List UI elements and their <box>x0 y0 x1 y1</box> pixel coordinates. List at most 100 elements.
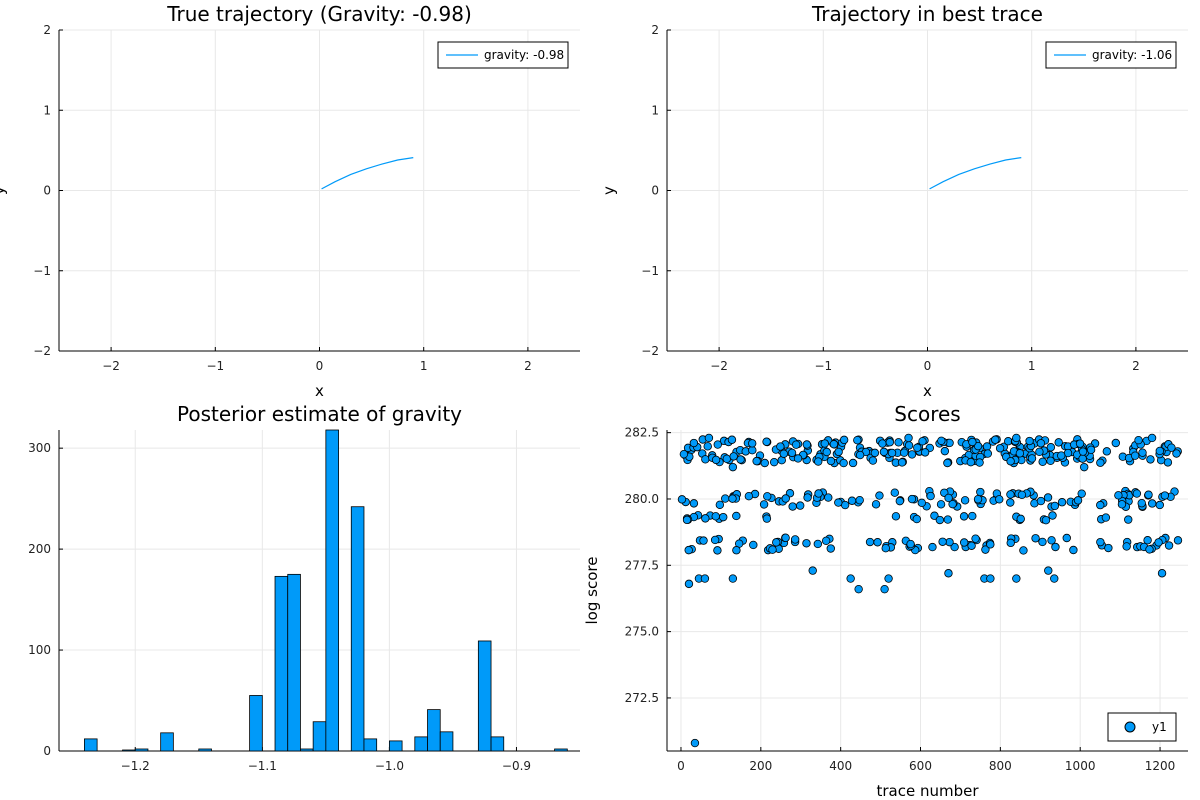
scatter-point <box>959 538 969 547</box>
scatter-point <box>677 495 687 504</box>
scatter-point <box>808 566 817 575</box>
scatter-point <box>1006 490 1015 499</box>
scatter-point <box>826 456 836 466</box>
scatter-point <box>1137 498 1146 508</box>
scatter-point <box>887 448 897 458</box>
x-tick-label: 800 <box>989 759 1012 773</box>
scatter-point <box>1012 433 1021 443</box>
scatter-point <box>906 539 915 549</box>
scatter-point <box>1172 449 1181 458</box>
scatter-point <box>1138 448 1147 457</box>
scatter-point <box>1027 454 1037 463</box>
scatter-point <box>795 501 805 510</box>
x-tick-label: 1200 <box>1145 759 1176 773</box>
scatter-point <box>995 444 1005 453</box>
y-tick-label: −2 <box>641 344 659 358</box>
scatter-point <box>1036 496 1046 506</box>
scatter-point <box>1038 537 1047 547</box>
scatter-point <box>1122 542 1131 551</box>
scatter-point <box>968 437 977 447</box>
scatter-point <box>1015 449 1025 458</box>
scatter-point <box>920 448 930 457</box>
legend: gravity: -0.98 <box>437 41 569 69</box>
x-tick-label: −2 <box>710 359 728 373</box>
scatter-point <box>1117 500 1127 509</box>
histogram-bar <box>427 709 441 752</box>
scatter-point <box>968 511 977 521</box>
y-tick-label: 277.5 <box>625 558 659 572</box>
legend: gravity: -1.06 <box>1045 41 1177 69</box>
scatter-point <box>975 458 984 467</box>
x-tick-label: 2 <box>1132 359 1140 373</box>
scatter-point <box>973 494 983 504</box>
scatter-point <box>1041 515 1051 525</box>
scatter-point <box>762 437 771 446</box>
x-tick-label: 600 <box>909 759 932 773</box>
scatter-point <box>759 500 769 509</box>
scatter-point <box>1050 574 1059 583</box>
scatter-point <box>1073 496 1083 505</box>
scatter-point <box>971 534 980 543</box>
y-tick-label: 280.0 <box>625 492 659 506</box>
scatter-point <box>1075 439 1085 448</box>
scatter-point <box>1046 443 1056 452</box>
histogram-bar <box>350 506 365 752</box>
x-tick-label: 1 <box>420 359 428 373</box>
scatter-point <box>1006 457 1015 466</box>
legend: y1 <box>1107 712 1177 742</box>
scatter-point <box>1044 566 1053 575</box>
panel-2: Trajectory in best trace −2 −1 0 1 2 −2 −1 0 1 2 x y… <box>600 2 1188 400</box>
scatter-point <box>1069 545 1078 555</box>
scatter-point <box>822 447 831 457</box>
scatter-point <box>991 435 1000 444</box>
scatter-point <box>1114 491 1123 500</box>
legend-label: gravity: -1.06 <box>1092 48 1172 62</box>
scatter-point <box>943 458 952 468</box>
y-tick-label: −2 <box>33 344 51 358</box>
scatter-point <box>891 512 901 521</box>
y-tick-label: 100 <box>28 643 51 657</box>
scatter-point <box>1104 543 1113 553</box>
scatter-point <box>729 452 738 461</box>
scatter-point <box>1173 536 1183 545</box>
scatter-point <box>802 440 812 449</box>
scatter-point <box>682 515 692 525</box>
scatter-point <box>1111 438 1120 448</box>
panel-3: Posterior estimate of gravity −1.2 −1.1 −1.… <box>28 402 580 773</box>
histogram-bar <box>198 748 212 752</box>
scatter-point <box>732 511 741 521</box>
scatter-point <box>855 450 865 460</box>
x-tick-label: 200 <box>749 759 772 773</box>
x-tick-label: 2 <box>524 359 532 373</box>
scatter-point <box>926 491 935 501</box>
y-axis-label: y <box>0 186 8 195</box>
histogram-bar <box>439 731 454 752</box>
scatter-point <box>772 538 781 547</box>
y-tick-label: 0 <box>651 184 659 198</box>
scatter-point <box>948 499 957 509</box>
legend-swatch <box>1124 721 1136 733</box>
scatter-point <box>936 500 946 509</box>
scatter-point <box>1134 435 1143 445</box>
scatter-point <box>1077 489 1086 498</box>
scatter-point <box>1147 499 1157 508</box>
scatter-point <box>834 498 843 507</box>
histogram-bar <box>287 573 301 752</box>
scatter-point <box>1124 515 1133 524</box>
scatter-point <box>912 514 921 524</box>
scatter-point <box>875 491 884 500</box>
scatter-point <box>966 457 976 467</box>
scatter-point <box>1035 447 1044 456</box>
scatter-point <box>711 512 720 521</box>
scatter-point <box>1054 438 1063 447</box>
y-tick-label: 1 <box>43 103 51 117</box>
scatter-point <box>813 539 823 549</box>
chart-title: True trajectory (Gravity: -0.98) <box>166 2 472 26</box>
y-tick-label: 275.0 <box>625 625 659 639</box>
x-tick-label: 1 <box>1028 359 1036 373</box>
scatter-point <box>873 538 882 547</box>
scatter-point <box>1155 500 1164 510</box>
scatter-point <box>768 545 777 554</box>
y-tick-label: 272.5 <box>625 691 659 705</box>
scatter-point <box>1036 439 1046 448</box>
